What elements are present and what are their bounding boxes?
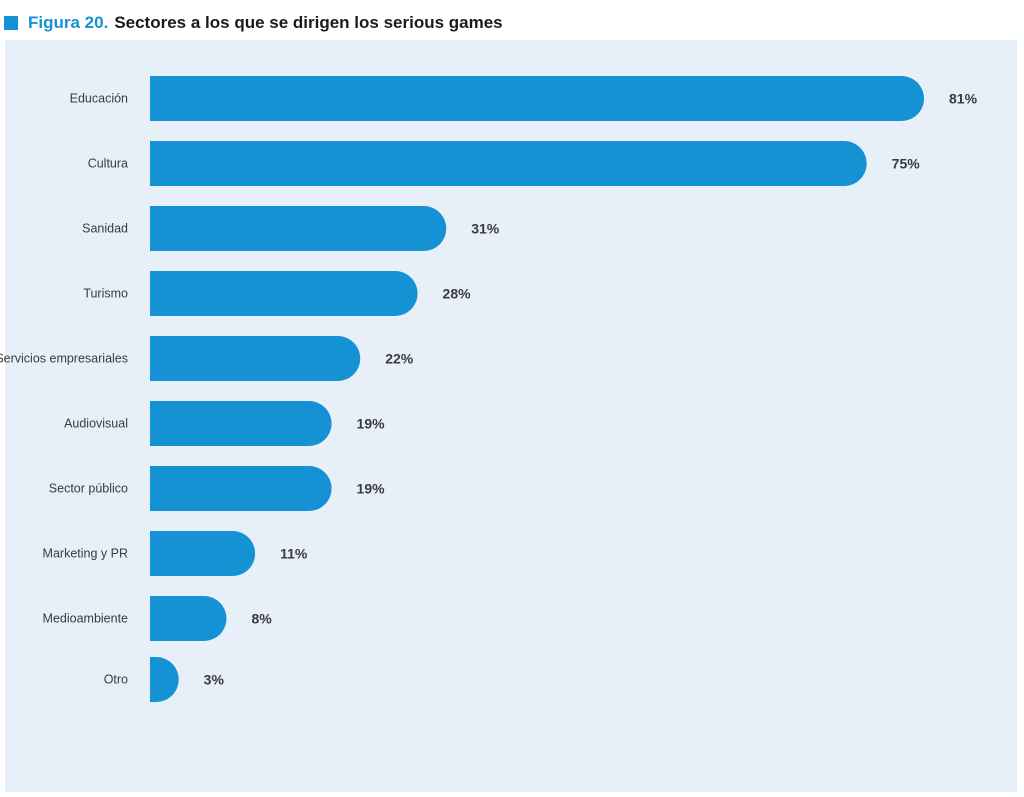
title-marker-icon	[4, 16, 18, 30]
category-label: Turismo	[83, 287, 128, 301]
bar-8	[150, 596, 227, 641]
bar-2	[150, 206, 447, 251]
value-label: 3%	[204, 672, 225, 688]
value-label: 28%	[443, 286, 472, 302]
bar-1	[150, 141, 867, 186]
figure-number: Figura 20.	[28, 13, 109, 32]
value-label: 8%	[251, 611, 272, 627]
category-label: Cultura	[88, 157, 128, 171]
bar-3	[150, 271, 418, 316]
bar-5	[150, 401, 332, 446]
bar-6	[150, 466, 332, 511]
value-label: 19%	[357, 481, 386, 497]
category-label: Sanidad	[82, 222, 128, 236]
category-label: Marketing y PR	[43, 547, 128, 561]
value-label: 19%	[357, 416, 386, 432]
category-label: Otro	[104, 673, 128, 687]
bar-0	[150, 76, 925, 121]
category-label: Medioambiente	[43, 612, 129, 626]
chart-title: Sectores a los que se dirigen los seriou…	[114, 13, 503, 32]
bar-7	[150, 531, 256, 576]
value-label: 31%	[471, 221, 500, 237]
bar-4	[150, 336, 361, 381]
bar-9	[150, 657, 179, 702]
category-label: Sector público	[49, 482, 128, 496]
value-label: 22%	[385, 351, 414, 367]
category-label: Audiovisual	[64, 417, 128, 431]
category-label: Servicios empresariales	[0, 352, 128, 366]
value-label: 11%	[280, 546, 308, 562]
category-label: Educación	[70, 92, 128, 106]
value-label: 81%	[949, 91, 978, 107]
value-label: 75%	[892, 156, 921, 172]
figure-title: Figura 20. Sectores a los que se dirigen…	[4, 12, 503, 34]
